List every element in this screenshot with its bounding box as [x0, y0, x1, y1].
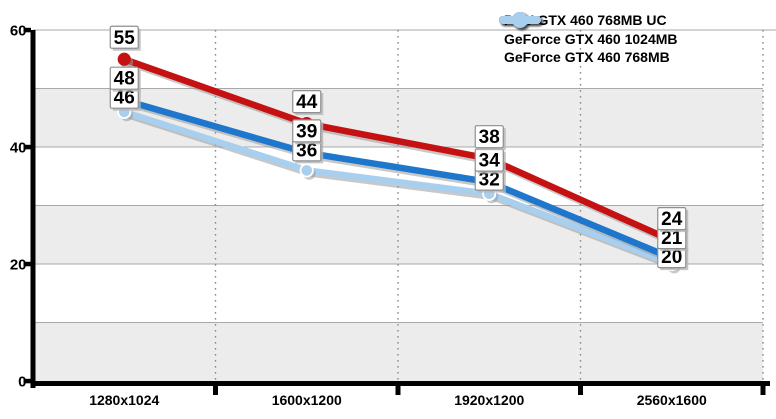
x-axis-tick — [395, 386, 401, 395]
data-label-value: 39 — [296, 121, 317, 142]
series-line-geforce-768mb — [121, 108, 676, 268]
legend-marker-dot — [512, 12, 528, 28]
y-axis-tick-label: 40 — [10, 140, 27, 157]
data-label-box — [474, 125, 504, 149]
y-axis-tick — [23, 27, 31, 33]
x-axis-tick — [760, 386, 766, 395]
x-axis-category-label: 1280x1024 — [89, 392, 159, 408]
data-label-value: 20 — [661, 247, 682, 268]
data-label-value: 48 — [114, 69, 135, 90]
plot-band — [33, 88, 763, 147]
series-line-geforce-1024mb — [121, 96, 676, 262]
x-axis-category-label: 1920x1200 — [454, 392, 524, 408]
data-label-box — [292, 89, 322, 114]
legend-item-geforce-gtx-460-768mb: GeForce GTX 460 768MB — [497, 12, 678, 67]
data-label-box — [292, 119, 322, 143]
data-label-box — [109, 66, 139, 90]
y-axis-tick-label: 20 — [10, 257, 27, 274]
x-axis-tick — [213, 386, 218, 395]
y-axis-line — [30, 30, 36, 388]
y-axis-tick — [23, 261, 31, 267]
legend-line-marker-icon — [499, 12, 541, 28]
chart-legend: POV GTX 460 768MB UC GeForce GTX 460 102… — [497, 11, 678, 67]
data-point-marker — [299, 163, 314, 178]
x-axis-category-label: 2560x1600 — [637, 392, 707, 408]
data-label-value: 21 — [661, 228, 683, 249]
y-axis-tick-label: 0 — [18, 374, 26, 391]
data-label-box — [109, 25, 139, 49]
x-axis-category-label: 1600x1200 — [272, 392, 342, 408]
x-axis-line — [30, 381, 770, 386]
legend-label: GeForce GTX 460 768MB — [504, 49, 670, 66]
legend-label: GeForce GTX 460 1024MB — [504, 30, 678, 47]
y-axis-tick — [23, 378, 31, 384]
data-label-box — [657, 207, 687, 231]
data-label-value: 46 — [114, 88, 135, 109]
data-label-value: 32 — [479, 170, 500, 191]
data-point-marker — [117, 52, 131, 66]
data-label-value: 44 — [296, 92, 318, 113]
y-axis-tick-label: 60 — [10, 23, 27, 40]
data-label-value: 34 — [479, 151, 501, 172]
y-axis-tick — [23, 144, 31, 150]
data-label-value: 55 — [114, 28, 136, 49]
series-line-pov-768mb-uc — [121, 56, 676, 244]
legend-item-geforce-gtx-460-1024mb: GeForce GTX 460 1024MB — [497, 12, 678, 49]
data-label-value: 36 — [296, 140, 317, 161]
data-label-value: 24 — [661, 209, 683, 230]
plot-band — [33, 322, 763, 381]
legend-label: POV GTX 460 768MB UC — [504, 12, 667, 29]
data-label-value: 38 — [479, 127, 500, 148]
x-axis-tick — [578, 386, 583, 395]
